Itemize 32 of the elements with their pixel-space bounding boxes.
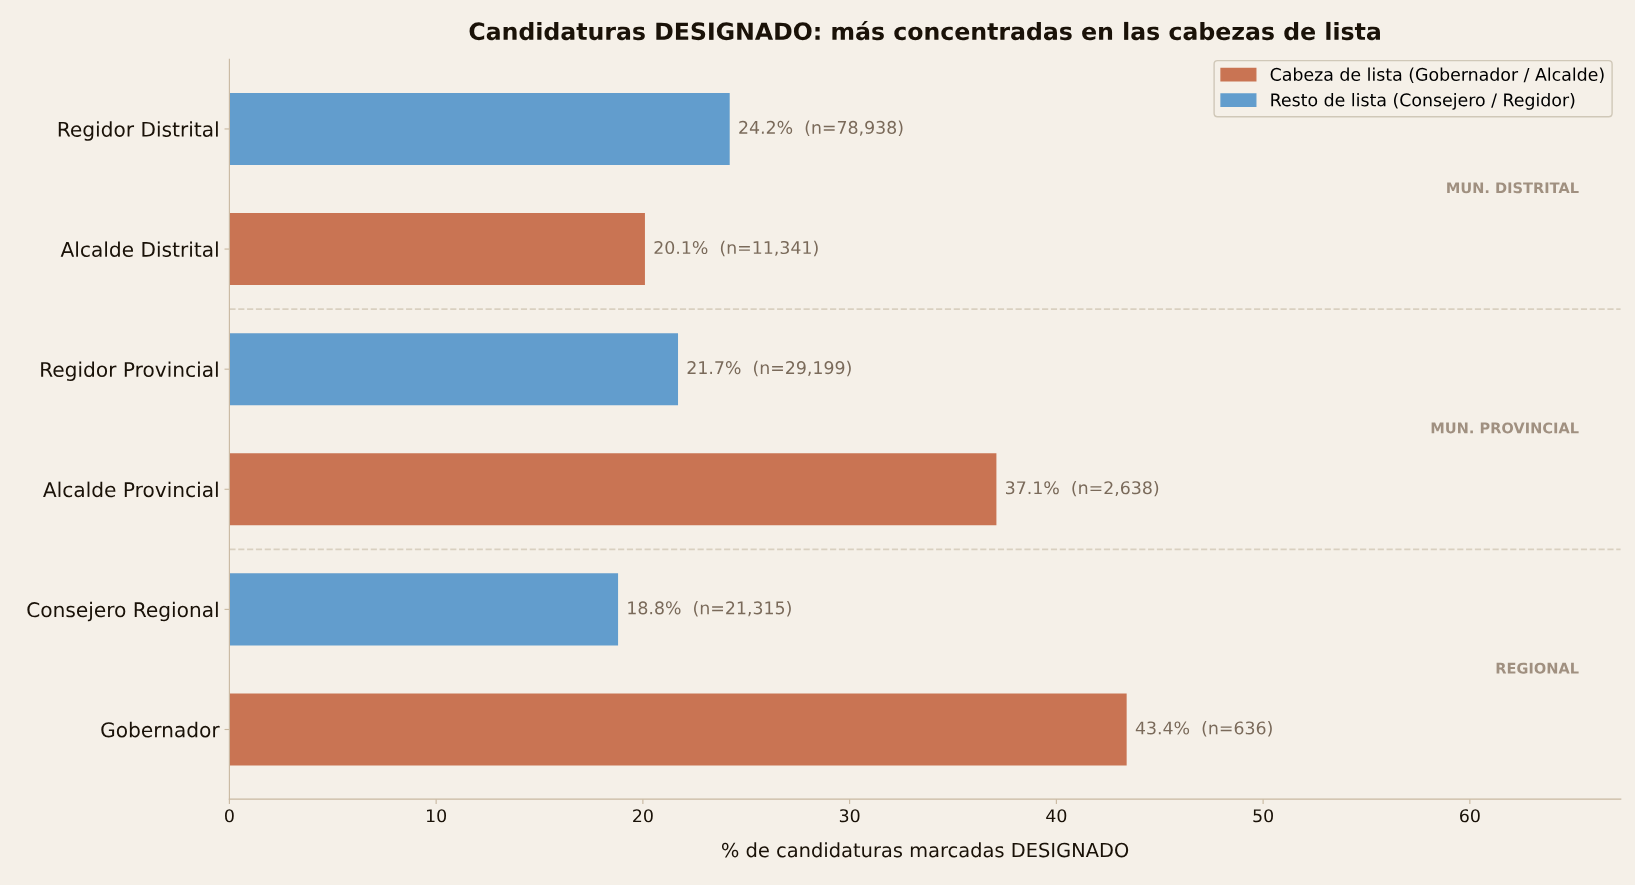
annotation: MUN. DISTRITAL <box>1447 182 1579 194</box>
bar <box>229 693 1127 766</box>
x-axis-title: % de candidaturas marcadas DESIGNADO <box>721 842 1129 858</box>
bar <box>229 92 730 165</box>
x-tick-label: 60 <box>1460 809 1480 823</box>
bar <box>229 453 997 526</box>
legend-label: Resto de lista (Consejero / Regidor) <box>1271 93 1575 110</box>
x-tick-label: 40 <box>1046 809 1067 823</box>
x-tick-label: 20 <box>633 809 653 823</box>
bar <box>229 333 679 406</box>
legend-label: Cabeza de lista (Gobernador / Alcalde) <box>1270 67 1604 83</box>
data-label: 20.1% (n=11,341) <box>654 240 818 257</box>
bar <box>229 213 645 286</box>
y-tick-label: Consejero Regional <box>27 601 218 622</box>
x-tick-label: 0 <box>225 809 234 823</box>
bar <box>229 573 619 646</box>
y-tick-label: Alcalde Distrital <box>60 241 218 257</box>
annotation: REGIONAL <box>1496 662 1579 674</box>
data-label: 37.1% (n=2,638) <box>1006 480 1159 497</box>
data-label: 43.4% (n=636) <box>1135 721 1272 737</box>
y-tick-label: Alcalde Provincial <box>43 481 218 498</box>
data-label: 24.2% (n=78,938) <box>739 120 903 137</box>
y-tick-label: Regidor Provincial <box>41 361 218 382</box>
y-tick-label: Gobernador <box>101 721 220 738</box>
chart-title: Candidaturas DESIGNADO: más concentradas en las cabezas de lista <box>469 20 1380 41</box>
y-tick-label: Regidor Distrital <box>58 121 218 141</box>
x-tick-label: 10 <box>427 809 447 823</box>
data-label: 18.8% (n=21,315) <box>628 601 791 617</box>
x-tick-label: 30 <box>839 809 860 823</box>
annotation: MUN. PROVINCIAL <box>1431 422 1579 434</box>
x-tick-label: 50 <box>1253 809 1273 823</box>
data-label: 21.7% (n=29,199) <box>687 360 851 377</box>
